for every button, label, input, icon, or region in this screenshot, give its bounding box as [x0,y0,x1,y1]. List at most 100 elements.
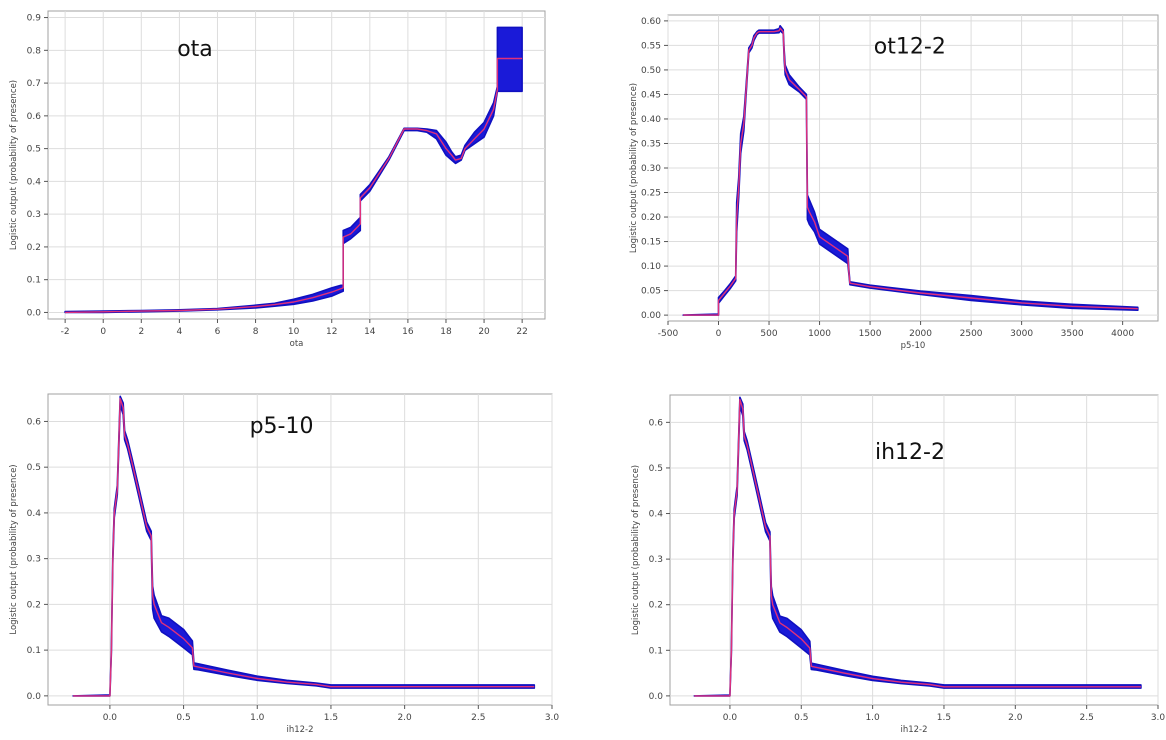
y-tick-label: 0.00 [641,311,661,321]
x-tick-label: 2000 [909,329,932,339]
x-tick-label: 4 [177,327,183,337]
y-tick-label: 0.20 [641,213,661,223]
y-tick-label: 0.5 [27,145,41,155]
x-tick-label: 8 [253,327,259,337]
y-tick-label: 0.45 [641,90,661,100]
x-axis-title: p5-10 [901,341,926,351]
x-tick-label: 1500 [859,329,882,339]
panel-label: ih12-2 [875,440,945,465]
x-tick-label: 2.5 [471,713,485,723]
y-tick-label: 0.4 [27,177,42,187]
y-tick-label: 0.0 [27,308,42,318]
y-tick-label: 0.5 [649,464,663,474]
x-tick-label: -2 [61,327,70,337]
y-tick-label: 0.6 [27,417,42,427]
plot-frame [47,10,546,320]
panel-label: p5-10 [250,414,314,439]
x-tick-label: -500 [658,329,679,339]
x-tick-label: 3.0 [1151,713,1166,723]
x-axis-title: ih12-2 [286,725,313,735]
grid [48,11,545,319]
panel-label: ot12-2 [874,35,946,60]
y-tick-label: 0.1 [649,646,663,656]
y-tick-label: 0.2 [649,601,663,611]
x-tick-label: 16 [402,327,414,337]
y-tick-label: 0.60 [641,17,661,27]
x-tick-label: 2.0 [1008,713,1023,723]
x-tick-label: 0 [716,329,722,339]
plot-area [64,26,523,314]
x-tick-label: 3500 [1061,329,1084,339]
plot-area [682,24,1139,316]
y-tick-label: 0.05 [641,287,661,297]
y-tick-label: 0.2 [27,243,41,253]
x-tick-label: 0.5 [794,713,808,723]
chart-ot12-2: -500 0 500 1000 1500 2000 2500 3000 3500 4000 0.00… [629,14,1159,351]
chart-p5-10: 0.0 0.5 1.0 1.5 2.0 2.5 3.0 0.0 0.1 0.2 0.3 0.4 0.5 0… [9,393,559,735]
y-tick-label: 0.0 [27,692,42,702]
y-tick-label: 0.3 [27,210,41,220]
chart-panel-ot12-2: -500 0 500 1000 1500 2000 2500 3000 3500 4000 0.00… [606,0,1166,365]
y-tick-label: 0.4 [27,509,42,519]
plot-frame [669,394,1159,706]
x-tick-label: 2500 [960,329,983,339]
y-tick-label: 0.7 [27,79,41,89]
x-tick-label: 500 [760,329,777,339]
x-tick-label: 22 [516,327,527,337]
x-tick-label: 0.5 [176,713,190,723]
y-tick-label: 0.1 [27,276,41,286]
y-tick-label: 0.0 [649,692,664,702]
x-tick-label: 0.0 [103,713,118,723]
chart-ota: -2 0 2 4 6 8 10 12 14 16 18 20 22 0.0 0.1 0.2 0.3 0.4 0.5 0… [9,10,546,349]
mean-response-line [683,27,1138,316]
y-tick-label: 0.3 [649,555,663,565]
chart-ih12-2: 0.0 0.5 1.0 1.5 2.0 2.5 3.0 0.0 0.1 0.2 0.3 0.4 0.5 0… [631,394,1166,735]
x-tick-label: 2.5 [1079,713,1093,723]
chart-panel-ih12-2: 0.0 0.5 1.0 1.5 2.0 2.5 3.0 0.0 0.1 0.2 0.3 0.4 0.5 0… [606,380,1166,740]
y-tick-label: 0.2 [27,600,41,610]
plot-area [72,395,536,697]
plot-area [693,396,1142,697]
mean-response-line [73,397,535,697]
y-tick-label: 0.15 [641,238,661,248]
y-tick-label: 0.10 [641,262,661,272]
y-axis-title: Logistic output (probability of presence… [9,464,19,634]
y-tick-label: 0.6 [649,418,664,428]
panel-label: ota [177,37,213,62]
y-tick-label: 0.9 [27,14,42,24]
y-tick-label: 0.3 [27,555,41,565]
y-tick-label: 0.8 [27,46,42,56]
x-tick-label: 3000 [1010,329,1033,339]
mean-response-line [65,57,523,314]
y-tick-label: 0.25 [641,189,661,199]
y-tick-label: 0.1 [27,646,41,656]
x-tick-label: 2.0 [397,713,412,723]
y-axis-title: Logistic output (probability of presence… [631,465,641,635]
x-tick-label: 18 [440,327,452,337]
x-tick-label: 0.0 [723,713,738,723]
y-tick-label: 0.55 [641,41,661,51]
y-tick-label: 0.40 [641,115,661,125]
x-tick-label: 2 [138,327,144,337]
y-tick-label: 0.4 [649,510,664,520]
x-tick-label: 1.5 [937,713,951,723]
x-tick-label: 12 [326,327,337,337]
y-tick-label: 0.6 [27,112,42,122]
y-tick-label: 0.35 [641,139,661,149]
confidence-band [682,24,1139,316]
chart-panel-ota: -2 0 2 4 6 8 10 12 14 16 18 20 22 0.0 0.1 0.2 0.3 0.4 0.5 0… [0,0,560,365]
x-tick-label: 1.0 [865,713,880,723]
mean-response-line [694,398,1141,697]
x-tick-label: 14 [364,327,376,337]
y-tick-label: 0.50 [641,66,661,76]
y-tick-label: 0.5 [27,463,41,473]
x-tick-label: 20 [478,327,490,337]
y-tick-label: 0.30 [641,164,661,174]
y-axis-title: Logistic output (probability of presence… [9,80,19,250]
x-tick-label: 1.0 [250,713,265,723]
plot-frame [47,393,553,706]
x-tick-label: 4000 [1111,329,1134,339]
x-tick-label: 0 [100,327,106,337]
y-axis-title: Logistic output (probability of presence… [629,83,639,253]
x-tick-label: 1000 [808,329,831,339]
